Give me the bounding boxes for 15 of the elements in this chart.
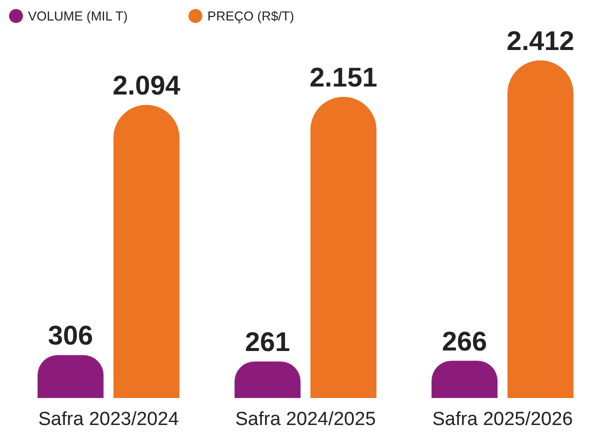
legend-label: PREÇO (R$/T)	[207, 8, 294, 24]
x-tick-label: Safra 2023/2024	[38, 409, 180, 430]
legend-label: VOLUME (MIL T)	[28, 8, 128, 24]
x-tick-label: Safra 2025/2026	[432, 409, 573, 430]
data-label: 2.412	[506, 26, 574, 56]
data-label: 306	[48, 320, 94, 351]
bar	[113, 104, 180, 398]
data-label: 2.151	[310, 62, 378, 92]
bar	[38, 355, 104, 398]
data-label: 261	[245, 326, 290, 357]
bar	[310, 96, 376, 398]
data-label: 2.094	[112, 70, 180, 100]
x-tick-label: Safra 2024/2025	[235, 409, 376, 430]
bar	[507, 60, 574, 398]
data-label: 266	[442, 326, 488, 356]
